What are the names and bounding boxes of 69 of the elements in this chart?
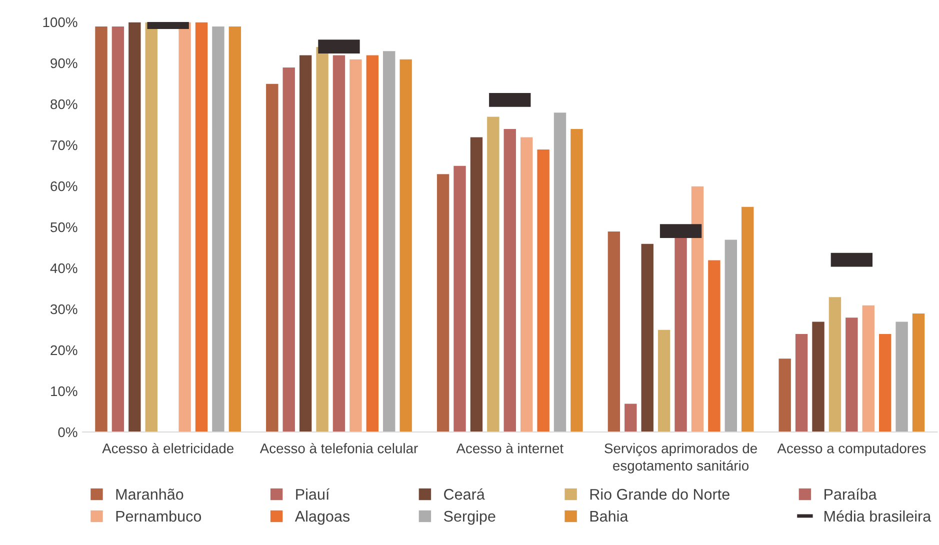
bar: [778, 358, 792, 432]
bar: [707, 259, 722, 432]
bar: [436, 173, 450, 432]
bar: [315, 46, 330, 432]
bar: [844, 316, 859, 432]
bar: [94, 26, 108, 432]
bar: [878, 333, 892, 432]
y-tick-label: 10%: [51, 386, 78, 396]
bar: [861, 304, 876, 432]
legend-label: Ceará: [444, 488, 485, 500]
bar: [657, 329, 671, 432]
legend-label: Bahia: [590, 510, 628, 522]
bar: [640, 242, 654, 432]
bar: [520, 136, 534, 432]
bar: [348, 58, 363, 432]
bar: [740, 206, 755, 432]
y-tick-label: 0%: [58, 427, 78, 438]
y-tick-label: 80%: [50, 99, 78, 110]
bar: [502, 128, 517, 432]
bar: [128, 22, 142, 432]
bar: [894, 320, 909, 432]
y-tick-label: 90%: [50, 58, 78, 68]
bar: [365, 54, 380, 432]
y-tick-label: 60%: [50, 181, 78, 192]
bar: [265, 83, 280, 432]
legend-label: Paraíba: [824, 488, 877, 500]
bar: [570, 128, 584, 432]
legend-label: Média brasileira: [824, 510, 932, 522]
bar: [690, 186, 704, 432]
bar: [912, 312, 926, 432]
legend-label: Pernambuco: [116, 510, 202, 522]
bar: [828, 296, 842, 432]
legend-label: Sergipe: [444, 510, 496, 525]
y-tick-label: 20%: [50, 345, 78, 356]
bar: [398, 58, 413, 432]
y-tick-label: 50%: [50, 222, 78, 232]
x-tick-label: Serviços aprimorados de esgotamento sanitário: [604, 443, 757, 474]
x-tick-label: Acesso à eletricidade: [102, 442, 234, 454]
bar: [298, 54, 312, 432]
bar: [486, 116, 500, 432]
y-tick-label: 40%: [50, 263, 78, 274]
x-tick-label: Acesso à internet: [456, 442, 564, 454]
legend-label: Rio Grande do Norte: [590, 488, 730, 500]
bar: [111, 26, 125, 432]
y-tick-label: 100%: [43, 17, 78, 28]
bar: [194, 22, 208, 432]
bar: [211, 26, 226, 432]
legend-label: Maranhão: [116, 488, 184, 500]
x-tick-label: Acesso a computadores: [777, 443, 926, 456]
bar: [794, 333, 808, 432]
bar: [624, 402, 638, 432]
bar: [470, 136, 484, 432]
bar: [178, 22, 192, 432]
y-tick-label: 70%: [50, 140, 78, 150]
legend-label: Piauí: [296, 488, 330, 500]
bar: [811, 320, 826, 432]
bar: [724, 238, 738, 432]
bar: [332, 54, 346, 432]
legend-label: Alagoas: [294, 510, 350, 525]
bar: [382, 50, 396, 432]
bar: [144, 22, 158, 432]
bar: [553, 112, 567, 432]
bar: [536, 148, 550, 432]
bar: [228, 26, 242, 432]
y-tick-label: 30%: [50, 304, 78, 314]
bar: [282, 66, 296, 432]
x-tick-label: Acesso à telefonia celular: [260, 442, 418, 454]
bar: [452, 165, 467, 432]
bar: [607, 230, 621, 432]
